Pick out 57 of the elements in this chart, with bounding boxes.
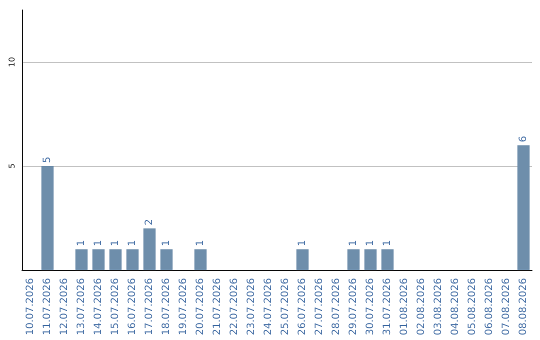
x-tick-label: 13.07.2026: [76, 278, 87, 336]
x-tick-label: 20.07.2026: [195, 278, 206, 336]
bar: [75, 249, 88, 270]
x-tick-label: 10.07.2026: [25, 278, 36, 336]
data-label: 2: [144, 219, 155, 226]
data-label: 1: [348, 240, 359, 246]
bar: [517, 145, 530, 270]
x-tick-label: 22.07.2026: [229, 278, 240, 336]
x-tick-label: 21.07.2026: [212, 278, 223, 336]
bar: [160, 249, 173, 270]
x-tick-label: 12.07.2026: [59, 278, 70, 336]
x-tick-label: 03.08.2026: [433, 278, 444, 336]
x-tick-label: 15.07.2026: [110, 278, 121, 336]
x-tick-label: 28.07.2026: [331, 278, 342, 336]
x-tick-label: 02.08.2026: [416, 278, 427, 336]
data-label: 1: [76, 240, 87, 246]
x-tick-label: 31.07.2026: [382, 278, 393, 336]
x-tick-label: 07.08.2026: [501, 278, 512, 336]
x-tick-label: 06.08.2026: [484, 278, 495, 336]
x-tick-label: 01.08.2026: [399, 278, 410, 336]
data-label: 1: [110, 240, 121, 246]
x-tick-label: 08.08.2026: [518, 278, 529, 336]
data-label: 1: [365, 240, 376, 246]
x-tick-label: 14.07.2026: [93, 278, 104, 336]
bar: [41, 166, 54, 270]
bar: [364, 249, 377, 270]
bar: [296, 249, 309, 270]
data-label: 1: [297, 240, 308, 246]
bar: [92, 249, 105, 270]
x-tick-label: 17.07.2026: [144, 278, 155, 336]
data-label: 1: [93, 240, 104, 246]
x-tick-label: 27.07.2026: [314, 278, 325, 336]
data-label: 5: [42, 156, 53, 163]
x-tick-label: 16.07.2026: [127, 278, 138, 336]
x-tick-label: 25.07.2026: [280, 278, 291, 336]
x-tick-label: 19.07.2026: [178, 278, 189, 336]
y-tick-label: 10: [8, 56, 16, 68]
x-tick-label: 05.08.2026: [467, 278, 478, 336]
data-label: 1: [127, 240, 138, 246]
bar: [126, 249, 139, 270]
x-tick-label: 18.07.2026: [161, 278, 172, 336]
x-tick-label: 24.07.2026: [263, 278, 274, 336]
x-tick-label: 26.07.2026: [297, 278, 308, 336]
bar: [194, 249, 207, 270]
bar: [381, 249, 394, 270]
x-tick-label: 11.07.2026: [42, 278, 53, 336]
bar: [347, 249, 360, 270]
x-tick-label: 23.07.2026: [246, 278, 257, 336]
data-label: 1: [382, 240, 393, 246]
x-tick-label: 29.07.2026: [348, 278, 359, 336]
x-tick-label: 30.07.2026: [365, 278, 376, 336]
data-label: 1: [195, 240, 206, 246]
bar: [143, 228, 156, 270]
data-label: 1: [161, 240, 172, 246]
data-label: 6: [518, 136, 529, 142]
bar: [109, 249, 122, 270]
x-tick-label: 04.08.2026: [450, 278, 461, 336]
